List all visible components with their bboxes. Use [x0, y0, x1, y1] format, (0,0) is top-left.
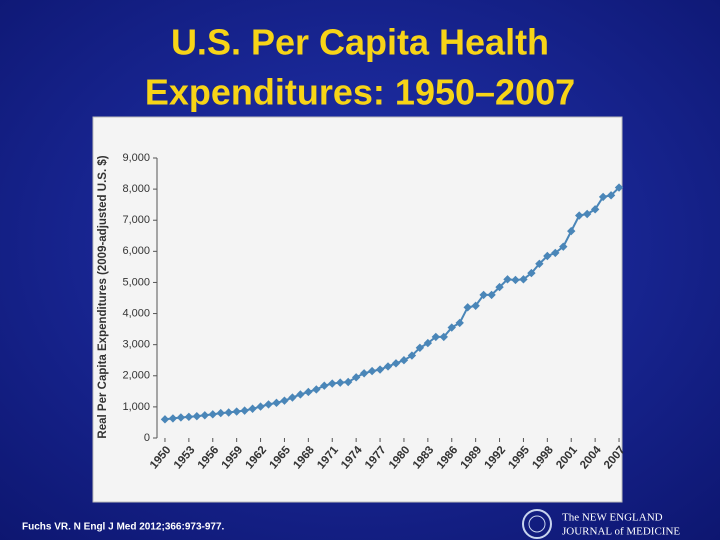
marker	[176, 413, 186, 422]
marker	[336, 378, 345, 387]
marker	[248, 404, 257, 413]
data-line	[164, 186, 620, 421]
marker	[200, 411, 209, 420]
logo-text: JOURNAL of MEDICINE	[562, 526, 680, 538]
marker	[527, 268, 536, 278]
marker	[328, 379, 337, 388]
y-tick-label: 0	[144, 432, 150, 444]
y-axis-label: Real Per Capita Expenditures (2009-adjus…	[97, 155, 109, 438]
marker	[240, 406, 249, 415]
marker	[471, 301, 480, 310]
marker	[567, 226, 576, 236]
marker	[304, 387, 313, 397]
marker	[208, 410, 217, 419]
marker	[431, 332, 441, 342]
marker	[447, 323, 456, 332]
y-tick-label: 3,000	[122, 339, 150, 351]
marker	[415, 343, 425, 352]
marker	[519, 275, 528, 284]
marker	[511, 275, 520, 285]
marker	[575, 211, 584, 220]
marker	[543, 251, 552, 261]
marker	[192, 412, 202, 421]
marker	[312, 385, 321, 394]
marker	[375, 365, 385, 374]
title-line: U.S. Per Capita Health	[171, 22, 549, 63]
marker	[614, 183, 624, 192]
marker	[455, 318, 464, 328]
marker	[184, 412, 194, 422]
logo-seal	[522, 509, 552, 539]
marker	[487, 290, 496, 300]
marker	[280, 396, 289, 405]
marker	[399, 356, 409, 365]
marker	[359, 369, 369, 378]
marker	[535, 259, 544, 268]
marker	[367, 366, 377, 376]
title-line: Expenditures: 1950–2007	[145, 72, 575, 113]
y-tick-label: 4,000	[122, 307, 150, 319]
marker	[343, 377, 353, 387]
y-tick-label: 2,000	[122, 370, 150, 382]
y-tick-label: 9,000	[122, 152, 150, 164]
marker	[463, 303, 472, 312]
marker	[495, 282, 504, 292]
marker	[264, 400, 273, 409]
marker	[232, 407, 241, 416]
marker	[551, 248, 560, 258]
marker	[288, 393, 297, 402]
marker	[160, 415, 170, 424]
marker	[272, 398, 281, 408]
marker	[559, 242, 568, 251]
marker	[383, 362, 393, 371]
citation: Fuchs VR. N Engl J Med 2012;366:973-977.	[22, 522, 225, 533]
logo-seal	[528, 515, 546, 533]
y-tick-label: 1,000	[122, 401, 150, 413]
marker	[590, 205, 600, 214]
marker	[224, 408, 233, 417]
y-tick-label: 7,000	[122, 214, 150, 226]
y-tick-label: 8,000	[122, 183, 150, 195]
y-tick-label: 6,000	[122, 245, 150, 257]
marker	[598, 192, 608, 202]
y-tick-label: 5,000	[122, 276, 150, 288]
marker	[168, 414, 178, 423]
marker	[391, 359, 401, 368]
marker	[296, 390, 305, 399]
marker	[351, 373, 361, 382]
marker	[479, 290, 488, 300]
marker	[407, 351, 417, 360]
marker	[503, 275, 512, 284]
marker	[439, 332, 448, 342]
marker	[256, 402, 265, 411]
marker	[320, 381, 329, 390]
marker	[606, 191, 616, 200]
marker	[423, 338, 433, 348]
logo-text: The NEW ENGLAND	[562, 512, 663, 524]
marker	[582, 209, 592, 219]
marker	[216, 408, 225, 418]
chart-panel	[92, 116, 623, 503]
